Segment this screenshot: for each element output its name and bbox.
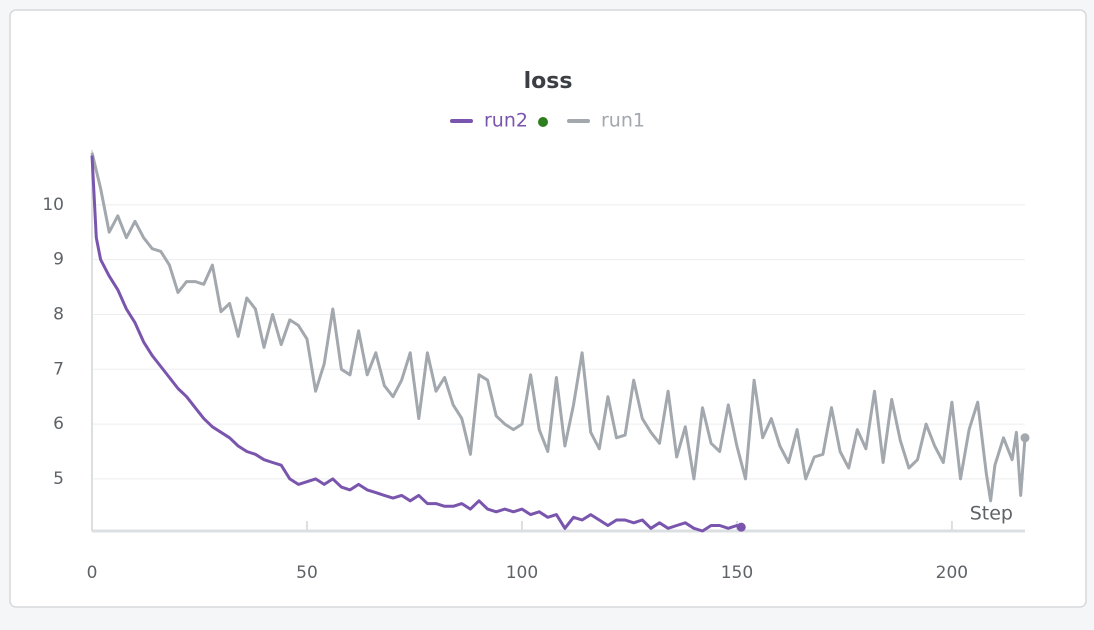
x-axis-label: Step	[970, 503, 1013, 525]
end-point	[736, 522, 746, 532]
legend-label: run1	[601, 110, 645, 132]
run-status-dot	[538, 117, 548, 127]
x-tick-label: 50	[296, 563, 318, 583]
end-point	[1020, 433, 1030, 443]
y-tick-label: 7	[53, 359, 64, 379]
y-tick-label: 10	[42, 195, 64, 215]
y-tick-label: 9	[53, 250, 64, 270]
series-line	[90, 152, 1027, 503]
y-tick-label: 6	[53, 414, 64, 434]
legend-label: run2	[484, 110, 528, 132]
x-tick-label: 150	[721, 563, 753, 583]
y-tick-label: 8	[53, 304, 64, 324]
x-tick-label: 100	[506, 563, 538, 583]
x-tick-label: 200	[936, 563, 968, 583]
card	[9, 9, 1087, 608]
series-line	[90, 155, 742, 533]
chart-title: loss	[524, 69, 573, 94]
y-tick-label: 5	[53, 469, 64, 489]
x-tick-label: 0	[87, 563, 98, 583]
